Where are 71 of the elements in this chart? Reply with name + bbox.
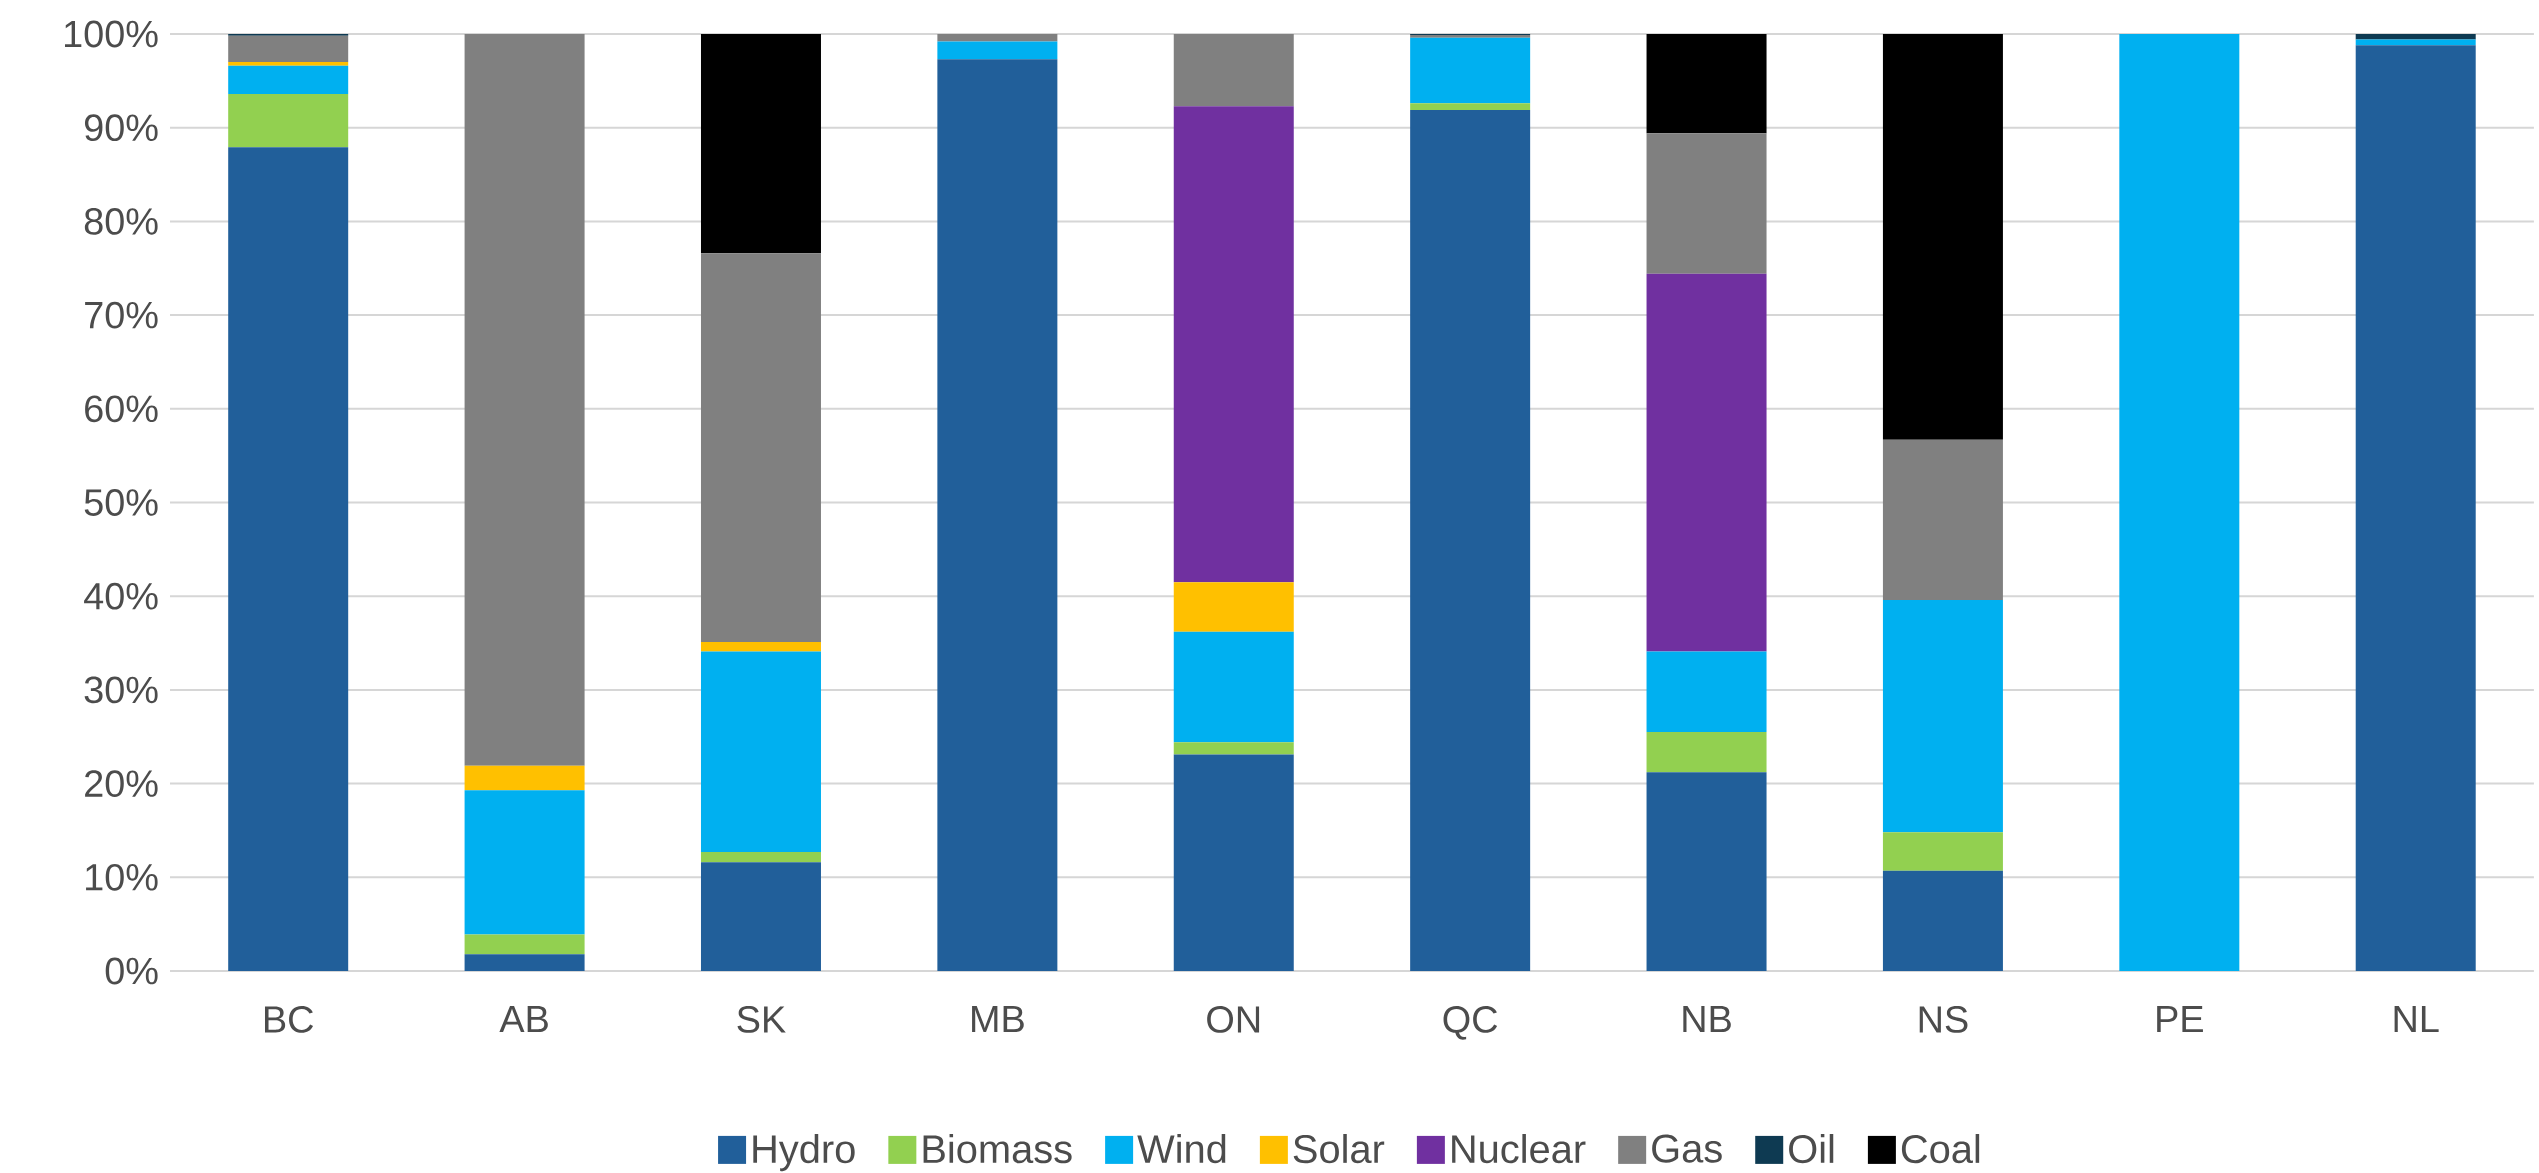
bar bbox=[1882, 599, 2003, 833]
bar bbox=[464, 33, 585, 766]
bar bbox=[1410, 37, 1531, 104]
bar bbox=[937, 41, 1058, 60]
bar bbox=[228, 62, 349, 66]
bar bbox=[1646, 33, 1767, 134]
bar bbox=[1173, 106, 1294, 583]
bar bbox=[1646, 772, 1767, 971]
y-tick-label: 100% bbox=[65, 20, 158, 48]
bar bbox=[228, 65, 349, 94]
y-tick-label: 20% bbox=[85, 770, 158, 798]
bar bbox=[700, 852, 821, 863]
bar bbox=[2355, 45, 2476, 971]
bar bbox=[1882, 33, 2003, 440]
bar bbox=[1882, 439, 2003, 600]
x-tick-label: ON bbox=[1207, 1006, 1260, 1033]
x-tick-label: BC bbox=[264, 1006, 314, 1033]
bar bbox=[700, 651, 821, 852]
legend-label: Gas bbox=[1652, 1134, 1722, 1163]
bar bbox=[937, 33, 1058, 42]
y-tick-label: 40% bbox=[84, 582, 158, 610]
bar bbox=[228, 147, 349, 971]
x-tick-label: PE bbox=[2157, 1006, 2203, 1033]
bar bbox=[700, 33, 821, 254]
y-tick-label: 90% bbox=[84, 114, 158, 142]
x-tick-label: MB bbox=[972, 1006, 1024, 1033]
bar bbox=[2119, 33, 2240, 971]
y-tick-label: 30% bbox=[84, 676, 158, 704]
x-tick-label: QC bbox=[1443, 1006, 1498, 1040]
legend-label: Coal bbox=[1901, 1133, 1980, 1164]
bar bbox=[700, 862, 821, 971]
x-tick-label: NS bbox=[1919, 1006, 1968, 1033]
bar bbox=[1646, 651, 1767, 733]
bar bbox=[937, 59, 1058, 971]
bar bbox=[1646, 273, 1767, 652]
bar bbox=[228, 93, 349, 148]
bar bbox=[1646, 133, 1767, 274]
x-tick-label: AB bbox=[499, 1006, 548, 1033]
bar bbox=[1173, 582, 1294, 632]
legend-label: Oil bbox=[1789, 1133, 1834, 1164]
bar bbox=[464, 934, 585, 955]
y-tick-label: 50% bbox=[84, 489, 158, 516]
x-tick-label: SK bbox=[737, 1006, 786, 1033]
bar bbox=[700, 642, 821, 652]
bar bbox=[464, 765, 585, 791]
legend-label: Hydro bbox=[753, 1133, 855, 1172]
legend-label: Biomass bbox=[923, 1133, 1072, 1164]
y-tick-label: 70% bbox=[85, 301, 158, 329]
bar bbox=[1173, 754, 1294, 971]
bar bbox=[1173, 631, 1294, 743]
legend-label: Nuclear bbox=[1452, 1133, 1586, 1164]
bar bbox=[1173, 742, 1294, 755]
bar bbox=[1882, 832, 2003, 871]
legend-label: Wind bbox=[1137, 1133, 1226, 1164]
y-tick-label: 10% bbox=[86, 863, 158, 891]
x-tick-label: NB bbox=[1683, 1006, 1731, 1033]
x-tick-label: NL bbox=[2394, 1006, 2439, 1033]
y-tick-label: 0% bbox=[105, 957, 158, 985]
bar bbox=[700, 253, 821, 643]
bar bbox=[464, 790, 585, 935]
bar bbox=[1882, 870, 2003, 971]
bar bbox=[1410, 109, 1531, 971]
bar bbox=[228, 35, 349, 63]
bar bbox=[464, 954, 585, 971]
y-tick-label: 80% bbox=[84, 207, 158, 235]
bar bbox=[1173, 33, 1294, 107]
y-tick-label: 60% bbox=[85, 395, 158, 423]
bar bbox=[1646, 732, 1767, 773]
legend-label: Solar bbox=[1293, 1133, 1385, 1164]
bar bbox=[1410, 103, 1531, 110]
bar bbox=[2355, 33, 2476, 40]
